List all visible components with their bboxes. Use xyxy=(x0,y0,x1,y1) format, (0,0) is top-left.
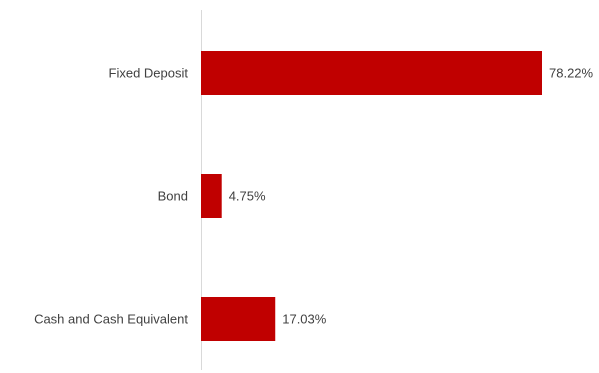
value-labels-group: 78.22% 4.75% 17.03% xyxy=(229,66,594,327)
value-label-cash-and-cash-equivalent: 17.03% xyxy=(282,312,327,327)
category-label-bond: Bond xyxy=(158,189,188,204)
category-label-cash-and-cash-equivalent: Cash and Cash Equivalent xyxy=(34,312,188,327)
category-labels-group: Fixed Deposit Bond Cash and Cash Equivalen… xyxy=(34,66,188,327)
category-label-fixed-deposit: Fixed Deposit xyxy=(109,66,189,81)
bar-cash-and-cash-equivalent xyxy=(201,297,276,341)
bar-bond xyxy=(201,174,222,218)
bar-fixed-deposit xyxy=(201,51,542,95)
value-label-fixed-deposit: 78.22% xyxy=(549,66,594,81)
bars-group xyxy=(201,51,542,341)
value-label-bond: 4.75% xyxy=(229,189,266,204)
